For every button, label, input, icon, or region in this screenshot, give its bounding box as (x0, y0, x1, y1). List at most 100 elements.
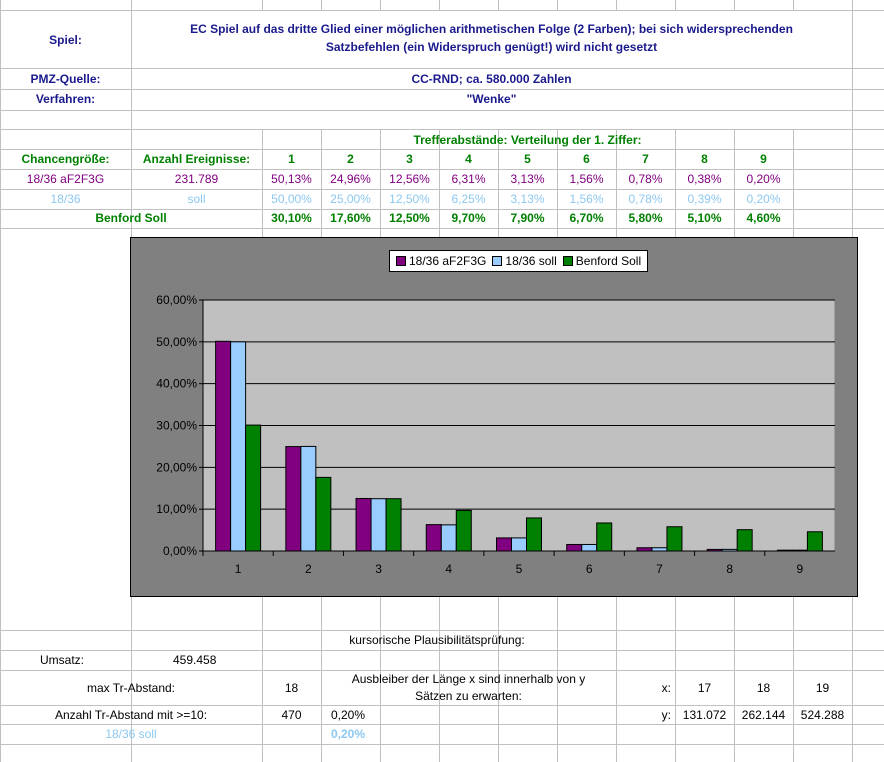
section-title: Trefferabstände: Verteilung der 1. Ziffe… (413, 133, 642, 147)
row1-value: 6,31% (451, 172, 486, 186)
digit-header: 9 (760, 152, 767, 166)
row2-count: soll (187, 192, 206, 206)
anzahl-pct: 0,20% (331, 708, 366, 722)
bar (300, 445, 317, 552)
x-tick-label: 8 (726, 562, 733, 576)
bar (526, 517, 542, 552)
ausbleiber-line2: Sätzen zu erwarten: (415, 689, 522, 703)
row1-value: 3,13% (510, 172, 545, 186)
grid-hline (0, 724, 884, 725)
grid-hline (0, 10, 884, 11)
y-value: 131.072 (682, 708, 727, 722)
legend-item: 18/36 aF2F3G (396, 254, 486, 268)
bar (355, 497, 372, 552)
digit-header: 3 (406, 152, 413, 166)
row3-value: 17,60% (330, 211, 371, 225)
row1-label: 18/36 aF2F3G (26, 172, 105, 186)
grid-hline (0, 705, 884, 706)
row2-value: 25,00% (330, 192, 371, 206)
grid-vline (439, 0, 440, 10)
bar (666, 526, 683, 552)
grid-vline (557, 0, 558, 10)
row3-value: 5,80% (628, 211, 663, 225)
grid-vline (262, 0, 263, 10)
digit-header: 6 (583, 152, 590, 166)
col-anzahl-header: Anzahl Ereignisse: (142, 152, 251, 166)
spiel-label: Spiel: (49, 33, 82, 47)
digit-header: 4 (465, 152, 472, 166)
legend-item: 18/36 soll (492, 254, 557, 268)
bar (455, 509, 472, 552)
row3-value: 9,70% (451, 211, 486, 225)
legend-label: Benford Soll (575, 254, 642, 268)
row2-value: 0,78% (628, 192, 663, 206)
bar (511, 537, 527, 552)
bar (736, 529, 753, 552)
bar (566, 543, 583, 552)
spiel-text-line1: EC Spiel auf das dritte Glied einer mögl… (190, 22, 793, 36)
max-value: 18 (284, 681, 299, 695)
row2-value: 1,56% (569, 192, 604, 206)
grid-hline (0, 189, 884, 190)
x-tick-label: 3 (375, 562, 382, 576)
grid-hline (0, 149, 884, 150)
bar (496, 537, 512, 552)
y-tick-label: 50,00% (156, 335, 197, 349)
chart-legend[interactable]: 18/36 aF2F3G 18/36 soll Benford Soll (389, 250, 649, 272)
x-tick-label: 5 (516, 562, 523, 576)
soll-label: 18/36 soll (105, 727, 157, 741)
anzahl-label: Anzahl Tr-Abstand mit >=10: (54, 708, 208, 722)
max-label: max Tr-Abstand: (86, 681, 176, 695)
x-tick-label: 6 (586, 562, 593, 576)
bar (440, 524, 457, 552)
row2-value: 0,20% (746, 192, 781, 206)
digit-header: 8 (701, 152, 708, 166)
row3-value: 5,10% (687, 211, 722, 225)
row2-value: 3,13% (510, 192, 545, 206)
grid-vline (734, 0, 735, 10)
row3-value: 7,90% (510, 211, 545, 225)
ausbleiber-line1: Ausbleiber der Länge x sind innerhalb vo… (351, 672, 586, 686)
y-tick-label: 60,00% (156, 293, 197, 307)
bar (425, 524, 442, 552)
y-tick-label: 40,00% (156, 377, 197, 391)
grid-hline (0, 744, 884, 745)
bar (215, 340, 232, 552)
row2-value: 12,50% (389, 192, 430, 206)
row1-value: 50,13% (271, 172, 312, 186)
x-tick-label: 4 (445, 562, 452, 576)
row3-label: Benford Soll (95, 211, 167, 225)
x-value: 18 (756, 681, 771, 695)
x-value: 17 (697, 681, 712, 695)
soll-pct: 0,20% (331, 727, 366, 741)
grid-hline (0, 228, 884, 229)
umsatz-label: Umsatz: (40, 653, 85, 667)
pmz-value: CC-RND; ca. 580.000 Zahlen (411, 72, 572, 86)
row2-label: 18/36 (50, 192, 81, 206)
row1-value: 0,20% (746, 172, 781, 186)
row1-value: 0,38% (687, 172, 722, 186)
bar-chart-svg: 0,00% 10,00% 20,00% 30,00% 40,00% 50,00% 60,00… (156, 293, 836, 576)
grid-hline (0, 68, 884, 69)
bar (596, 522, 613, 552)
legend-label: 18/36 aF2F3G (409, 254, 487, 268)
x-tick-label: 7 (656, 562, 663, 576)
chart[interactable]: 0,00% 10,00% 20,00% 30,00% 40,00% 50,00% 60,00… (130, 237, 858, 597)
digit-header: 2 (347, 152, 354, 166)
x-tick-label: 2 (305, 562, 312, 576)
grid-vline (0, 0, 1, 762)
row3-value: 30,10% (271, 211, 312, 225)
y-tick-label: 0,00% (163, 544, 197, 558)
y-tick-label: 20,00% (156, 460, 197, 474)
row2-value: 6,25% (451, 192, 486, 206)
grid-hline (0, 169, 884, 170)
digit-header: 5 (524, 152, 531, 166)
row1-value: 24,96% (330, 172, 371, 186)
legend-swatch (562, 256, 573, 266)
anzahl-value: 470 (281, 708, 302, 722)
grid-hline (0, 110, 884, 111)
row1-value: 0,78% (628, 172, 663, 186)
umsatz-value: 459.458 (173, 653, 217, 667)
bar (385, 498, 402, 552)
grid-vline (793, 0, 794, 10)
